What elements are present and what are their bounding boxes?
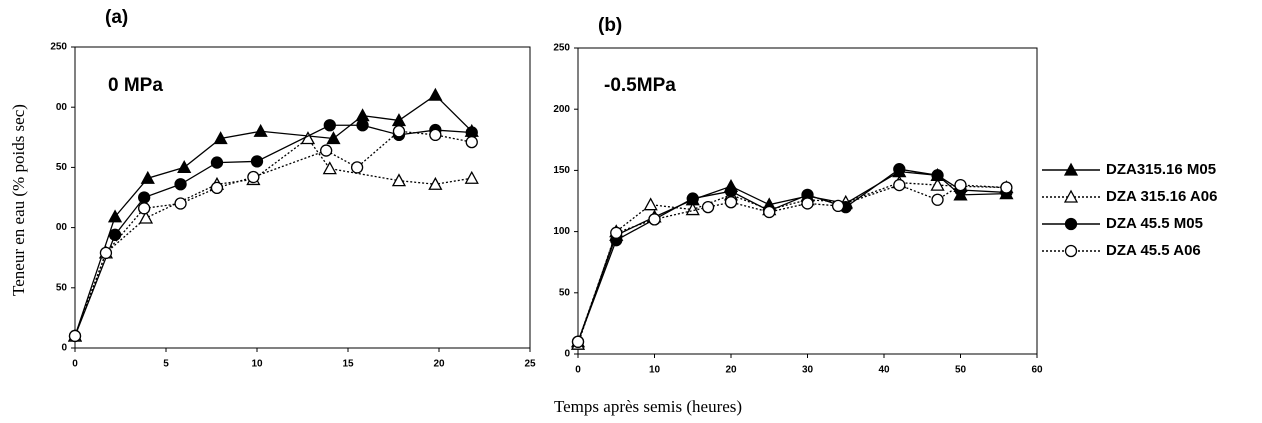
y-tick-label: 0 bbox=[564, 349, 570, 360]
x-tick-label: 0 bbox=[72, 359, 78, 370]
x-tick-label: 10 bbox=[251, 359, 263, 370]
marker bbox=[177, 160, 192, 174]
legend-marker bbox=[1064, 217, 1078, 231]
legend-marker bbox=[1063, 162, 1079, 176]
marker bbox=[138, 210, 154, 224]
marker bbox=[701, 200, 715, 214]
legend-marker bbox=[1064, 244, 1078, 258]
marker bbox=[247, 170, 260, 184]
marker bbox=[213, 131, 228, 145]
x-tick-label: 20 bbox=[725, 365, 737, 376]
y-tick-label: 50 bbox=[56, 162, 68, 173]
y-tick-label: 50 bbox=[56, 282, 68, 293]
y-tick-label: 250 bbox=[50, 42, 67, 53]
marker bbox=[931, 169, 944, 182]
marker bbox=[322, 161, 337, 175]
marker bbox=[356, 119, 369, 132]
x-tick-label: 30 bbox=[802, 365, 814, 376]
legend-label: DZA 45.5 A06 bbox=[1106, 242, 1201, 259]
x-tick-label: 15 bbox=[342, 359, 354, 370]
marker bbox=[648, 213, 661, 226]
marker bbox=[643, 197, 658, 211]
marker bbox=[138, 202, 151, 215]
marker bbox=[392, 125, 406, 138]
series-line bbox=[577, 168, 1007, 342]
x-tick-label: 25 bbox=[524, 359, 536, 370]
x-tick-label: 10 bbox=[649, 365, 661, 376]
marker bbox=[68, 329, 82, 343]
x-tick-label: 60 bbox=[1031, 365, 1043, 376]
y-tick-label: 200 bbox=[553, 104, 570, 115]
legend-label: DZA 315.16 A06 bbox=[1106, 188, 1217, 205]
marker bbox=[391, 173, 407, 187]
series-line bbox=[74, 94, 473, 337]
x-tick-label: 20 bbox=[433, 359, 445, 370]
marker bbox=[724, 185, 738, 198]
legend-label: DZA 45.5 M05 bbox=[1106, 215, 1203, 232]
marker bbox=[174, 197, 187, 210]
marker bbox=[428, 176, 443, 190]
marker bbox=[99, 246, 113, 260]
marker bbox=[174, 178, 187, 191]
marker bbox=[724, 196, 738, 209]
x-axis-label: Temps après semis (heures) bbox=[554, 397, 742, 416]
annotation: -0.5MPa bbox=[604, 75, 676, 96]
marker bbox=[210, 181, 224, 195]
marker bbox=[893, 178, 906, 192]
y-tick-label: 00 bbox=[56, 222, 68, 233]
legend-marker bbox=[1063, 189, 1079, 203]
y-tick-label: 100 bbox=[553, 226, 570, 237]
marker bbox=[1000, 181, 1013, 194]
marker bbox=[107, 209, 123, 223]
marker bbox=[253, 123, 268, 137]
marker bbox=[355, 108, 370, 122]
marker bbox=[350, 161, 364, 174]
x-tick-label: 40 bbox=[878, 365, 890, 376]
series-line bbox=[577, 184, 1007, 342]
series-line bbox=[74, 137, 472, 337]
marker bbox=[465, 135, 478, 149]
plot-frame bbox=[74, 46, 531, 349]
marker bbox=[140, 170, 155, 184]
marker bbox=[763, 205, 776, 219]
series-line bbox=[74, 124, 472, 337]
y-tick-label: 50 bbox=[559, 287, 571, 298]
marker bbox=[138, 191, 151, 204]
marker bbox=[320, 144, 333, 157]
marker bbox=[210, 156, 224, 169]
marker bbox=[610, 226, 623, 239]
marker bbox=[428, 87, 443, 101]
series-line bbox=[74, 130, 472, 337]
y-tick-label: 00 bbox=[56, 102, 68, 113]
marker bbox=[250, 155, 264, 168]
marker bbox=[801, 197, 814, 210]
panel-title: (a) bbox=[105, 7, 128, 28]
marker bbox=[108, 228, 122, 241]
marker bbox=[326, 131, 341, 145]
marker bbox=[931, 193, 944, 206]
marker bbox=[464, 170, 479, 184]
marker bbox=[571, 335, 585, 348]
marker bbox=[831, 199, 845, 213]
panel-title: (b) bbox=[598, 15, 622, 36]
marker bbox=[429, 128, 442, 142]
y-tick-label: 250 bbox=[553, 43, 570, 54]
y-tick-label: 0 bbox=[61, 343, 67, 354]
x-tick-label: 5 bbox=[163, 359, 169, 370]
marker bbox=[323, 119, 336, 132]
x-tick-label: 50 bbox=[955, 365, 967, 376]
y-tick-label: 150 bbox=[553, 165, 570, 176]
marker bbox=[954, 178, 967, 192]
x-tick-label: 0 bbox=[575, 365, 581, 376]
annotation: 0 MPa bbox=[108, 75, 163, 96]
y-axis-label: Teneur en eau (% poids sec) bbox=[9, 104, 28, 296]
legend-label: DZA315.16 M05 bbox=[1106, 161, 1216, 178]
marker bbox=[893, 163, 906, 176]
marker bbox=[686, 192, 699, 205]
marker bbox=[930, 177, 945, 191]
